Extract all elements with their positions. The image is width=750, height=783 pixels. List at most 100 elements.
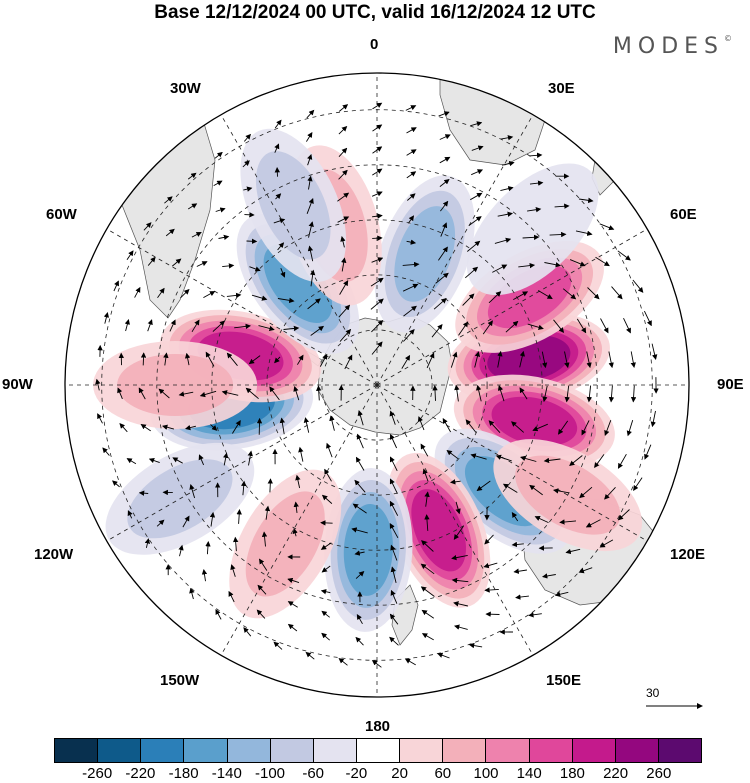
wind-arrow: [417, 416, 425, 431]
lon-label-120e: 120E: [670, 546, 706, 563]
wind-arrow: [403, 329, 415, 342]
wind-arrow: [324, 468, 332, 482]
wind-arrow: [251, 294, 268, 301]
latitude-circle: [266, 274, 488, 496]
wind-arrow: [164, 196, 173, 204]
wind-arrow: [165, 228, 175, 237]
wind-arrow: [221, 390, 239, 396]
wind-arrow: [471, 169, 484, 176]
wind-arrow: [451, 554, 468, 561]
colorbar-tick-label: -260: [82, 765, 113, 782]
wind-arrow: [261, 531, 268, 547]
wind-arrow: [355, 636, 364, 646]
wind-arrow: [297, 354, 304, 365]
wind-arrow: [505, 320, 519, 333]
lon-label-180: 180: [365, 718, 391, 735]
wind-arrow: [450, 351, 458, 368]
wind-arrow: [532, 423, 548, 432]
wind-arrow: [321, 610, 330, 618]
wind-arrow: [564, 385, 570, 403]
longitude-line: [376, 228, 648, 386]
colorbar-tick-label: -180: [168, 765, 199, 782]
wind-arrow: [338, 125, 348, 135]
wind-arrow: [307, 153, 313, 166]
wind-arrow: [320, 542, 332, 550]
colorbar: [54, 738, 702, 763]
wind-arrow: [274, 143, 280, 153]
wind-arrow: [134, 286, 141, 298]
wind-arrow: [497, 211, 513, 217]
wind-arrow: [437, 652, 450, 659]
colorbar-tick-label: -20: [345, 765, 368, 782]
wind-arrow: [213, 180, 223, 186]
wind-arrow: [455, 501, 461, 515]
wind-arrow: [356, 614, 363, 625]
lon-label-150e: 150E: [546, 672, 582, 689]
lon-label-120w: 120W: [34, 546, 74, 563]
wind-arrow: [465, 266, 479, 279]
longitude-line: [220, 114, 378, 386]
wind-arrow: [528, 612, 542, 618]
colorbar-swatch: [572, 739, 616, 762]
lon-label-30w: 30W: [170, 80, 201, 97]
wind-arrow: [246, 238, 258, 244]
wind-arrow: [205, 351, 215, 367]
wind-arrow: [420, 586, 435, 597]
wind-arrow: [495, 454, 512, 462]
wind-arrow: [488, 420, 501, 434]
wind-arrow: [502, 483, 518, 493]
wind-arrow: [494, 237, 512, 244]
wind-arrow: [357, 410, 364, 426]
wind-arrow: [483, 562, 498, 569]
colorbar-swatch: [529, 739, 573, 762]
wind-arrow: [475, 384, 482, 402]
wind-arrow: [488, 291, 502, 304]
colorbar-swatch: [400, 739, 444, 762]
wind-arrow: [371, 319, 384, 333]
wind-arrow: [529, 180, 544, 186]
wind-arrow: [212, 320, 226, 332]
wind-arrow: [470, 121, 483, 127]
wind-arrow: [232, 420, 241, 434]
wind-arrow: [519, 387, 528, 400]
wind-arrow: [355, 570, 365, 579]
wind-arrow: [501, 160, 515, 167]
wind-arrow: [158, 388, 170, 399]
wind-arrow: [406, 239, 417, 245]
wind-arrow: [287, 577, 300, 584]
wind-arrow: [549, 231, 567, 238]
wind-arrow: [257, 584, 267, 595]
wind-arrow: [389, 636, 399, 646]
wind-arrow: [519, 350, 525, 368]
wind-arrow: [405, 105, 417, 111]
wind-arrow: [307, 245, 314, 262]
wind-arrow: [643, 310, 652, 327]
wind-arrow: [617, 453, 627, 469]
wind-arrow: [454, 624, 468, 630]
wind-arrow: [529, 484, 543, 496]
wind-arrow: [147, 319, 153, 332]
wind-arrow: [497, 385, 505, 402]
colorbar-tick-label: -60: [302, 765, 325, 782]
colorbar-tick-label: -140: [211, 765, 242, 782]
wind-arrow: [518, 262, 536, 269]
wind-arrow: [632, 279, 644, 293]
wind-arrow: [241, 480, 247, 496]
wind-arrow: [421, 540, 434, 552]
wind-arrow: [390, 544, 398, 561]
wind-arrow: [623, 318, 631, 334]
wind-arrow: [421, 633, 434, 641]
wind-arrow: [274, 119, 282, 129]
colorbar-ticks: -260 -220 -180 -140 -100 -60 -20 20 60 100 140 180 2…: [54, 765, 702, 783]
wind-arrow: [554, 591, 569, 597]
longitude-line: [376, 384, 534, 656]
wind-arrow: [218, 234, 230, 241]
wind-arrow: [372, 124, 383, 132]
wind-arrow: [315, 385, 322, 401]
wind-arrow: [389, 410, 396, 425]
longitude-line: [376, 384, 648, 542]
lon-label-60w: 60W: [46, 206, 77, 223]
wind-arrow: [126, 250, 134, 260]
wind-arrow: [275, 193, 282, 200]
wind-arrow: [95, 378, 101, 391]
